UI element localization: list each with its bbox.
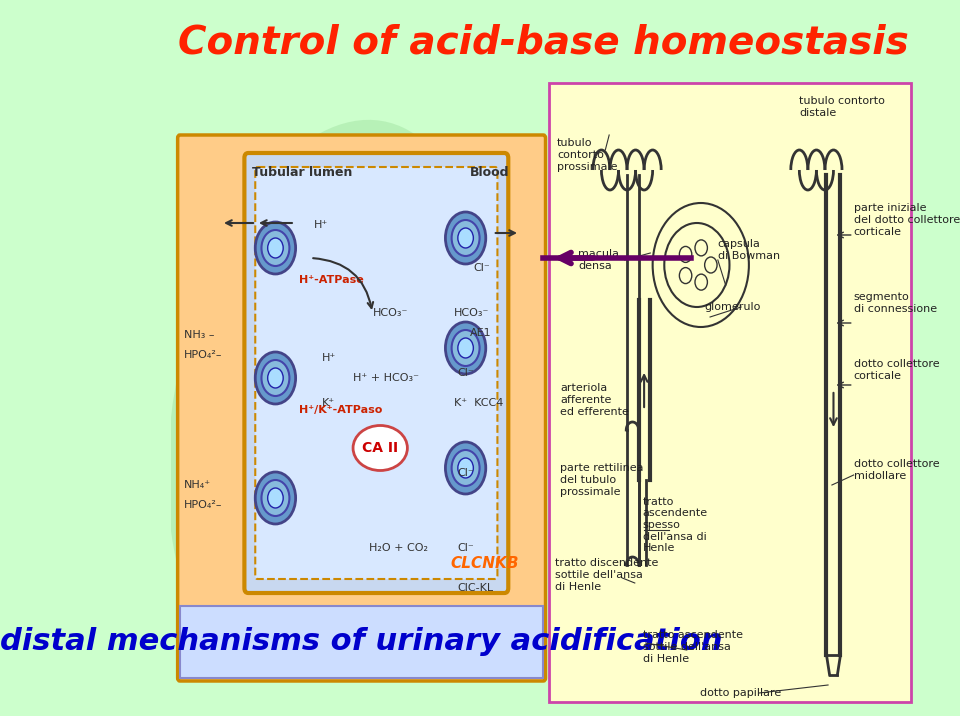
Circle shape [695, 274, 708, 290]
Text: capsula
di Bowman: capsula di Bowman [718, 239, 780, 261]
FancyBboxPatch shape [549, 83, 911, 702]
Text: H⁺-ATPase: H⁺-ATPase [299, 275, 364, 285]
Circle shape [268, 238, 283, 258]
Text: Blood: Blood [469, 166, 509, 179]
Circle shape [268, 368, 283, 388]
Circle shape [451, 450, 480, 486]
Text: K⁺: K⁺ [322, 398, 335, 408]
FancyBboxPatch shape [180, 606, 543, 678]
Text: HCO₃⁻: HCO₃⁻ [372, 308, 408, 318]
Circle shape [261, 360, 289, 396]
FancyBboxPatch shape [245, 153, 508, 593]
Circle shape [261, 480, 289, 516]
Text: CA II: CA II [362, 441, 398, 455]
Text: CLCNKB: CLCNKB [450, 556, 518, 571]
Text: arteriola
afferente
ed efferente: arteriola afferente ed efferente [561, 383, 629, 417]
Text: H⁺/K⁺-ATPaso: H⁺/K⁺-ATPaso [299, 405, 382, 415]
Ellipse shape [353, 425, 407, 470]
Circle shape [445, 212, 486, 264]
Circle shape [255, 352, 296, 404]
Circle shape [261, 230, 289, 266]
Text: Cl⁻: Cl⁻ [458, 468, 474, 478]
Text: NH₄⁺: NH₄⁺ [184, 480, 211, 490]
Text: tubulo contorto
distale: tubulo contorto distale [800, 96, 885, 118]
Circle shape [445, 322, 486, 374]
Text: Cl⁻: Cl⁻ [458, 543, 474, 553]
Text: H₂O + CO₂: H₂O + CO₂ [369, 543, 427, 553]
Circle shape [695, 240, 708, 256]
Text: Tubular lumen: Tubular lumen [252, 166, 352, 179]
Text: ClC-KL: ClC-KL [458, 583, 494, 593]
Circle shape [705, 257, 717, 273]
Text: tratto ascendente
sottile dell'ansa
di Henle: tratto ascendente sottile dell'ansa di H… [642, 630, 742, 664]
Text: AE1: AE1 [469, 328, 492, 338]
Circle shape [458, 338, 473, 358]
Circle shape [268, 488, 283, 508]
Text: segmento
di connessione: segmento di connessione [853, 292, 937, 314]
Text: Control of acid-base homeostasis: Control of acid-base homeostasis [178, 23, 908, 61]
Text: parte rettilinea
del tubulo
prossimale: parte rettilinea del tubulo prossimale [561, 463, 644, 497]
Text: HCO₃⁻: HCO₃⁻ [454, 308, 490, 318]
Text: dotto collettore
corticale: dotto collettore corticale [853, 359, 939, 381]
Text: H⁺: H⁺ [314, 220, 328, 230]
Text: macula
densa: macula densa [578, 249, 619, 271]
Text: Cl⁻: Cl⁻ [458, 368, 474, 378]
Circle shape [451, 220, 480, 256]
Circle shape [451, 330, 480, 366]
Circle shape [255, 222, 296, 274]
Text: H⁺ + HCO₃⁻: H⁺ + HCO₃⁻ [353, 373, 420, 383]
Circle shape [255, 472, 296, 524]
Circle shape [680, 246, 692, 263]
Text: HPO₄²–: HPO₄²– [184, 350, 223, 360]
Text: K⁺  KCC4: K⁺ KCC4 [454, 398, 503, 408]
Text: dotto papillare: dotto papillare [700, 688, 781, 698]
Text: tubulo
contorto
prossimale: tubulo contorto prossimale [557, 138, 617, 172]
Text: H⁺: H⁺ [322, 353, 336, 363]
FancyBboxPatch shape [255, 167, 497, 579]
Text: NH₃ –: NH₃ – [184, 330, 214, 340]
Circle shape [680, 268, 692, 284]
Circle shape [664, 223, 730, 307]
Text: parte iniziale
del dotto collettore
corticale: parte iniziale del dotto collettore cort… [853, 203, 960, 236]
Text: dotto collettore
midollare: dotto collettore midollare [853, 459, 939, 481]
Ellipse shape [167, 120, 485, 680]
Text: glomerulo: glomerulo [705, 302, 761, 312]
Text: distal mechanisms of urinary acidification: distal mechanisms of urinary acidificati… [0, 627, 723, 657]
Circle shape [458, 458, 473, 478]
FancyBboxPatch shape [178, 135, 545, 681]
Circle shape [458, 228, 473, 248]
Text: tratto discendente
sottile dell'ansa
di Henle: tratto discendente sottile dell'ansa di … [555, 558, 659, 591]
Text: tratto
ascendente
spesso
dell'ansa di
Henle: tratto ascendente spesso dell'ansa di He… [642, 497, 708, 553]
Text: Cl⁻: Cl⁻ [473, 263, 491, 273]
Text: HPO₄²–: HPO₄²– [184, 500, 223, 510]
Circle shape [445, 442, 486, 494]
